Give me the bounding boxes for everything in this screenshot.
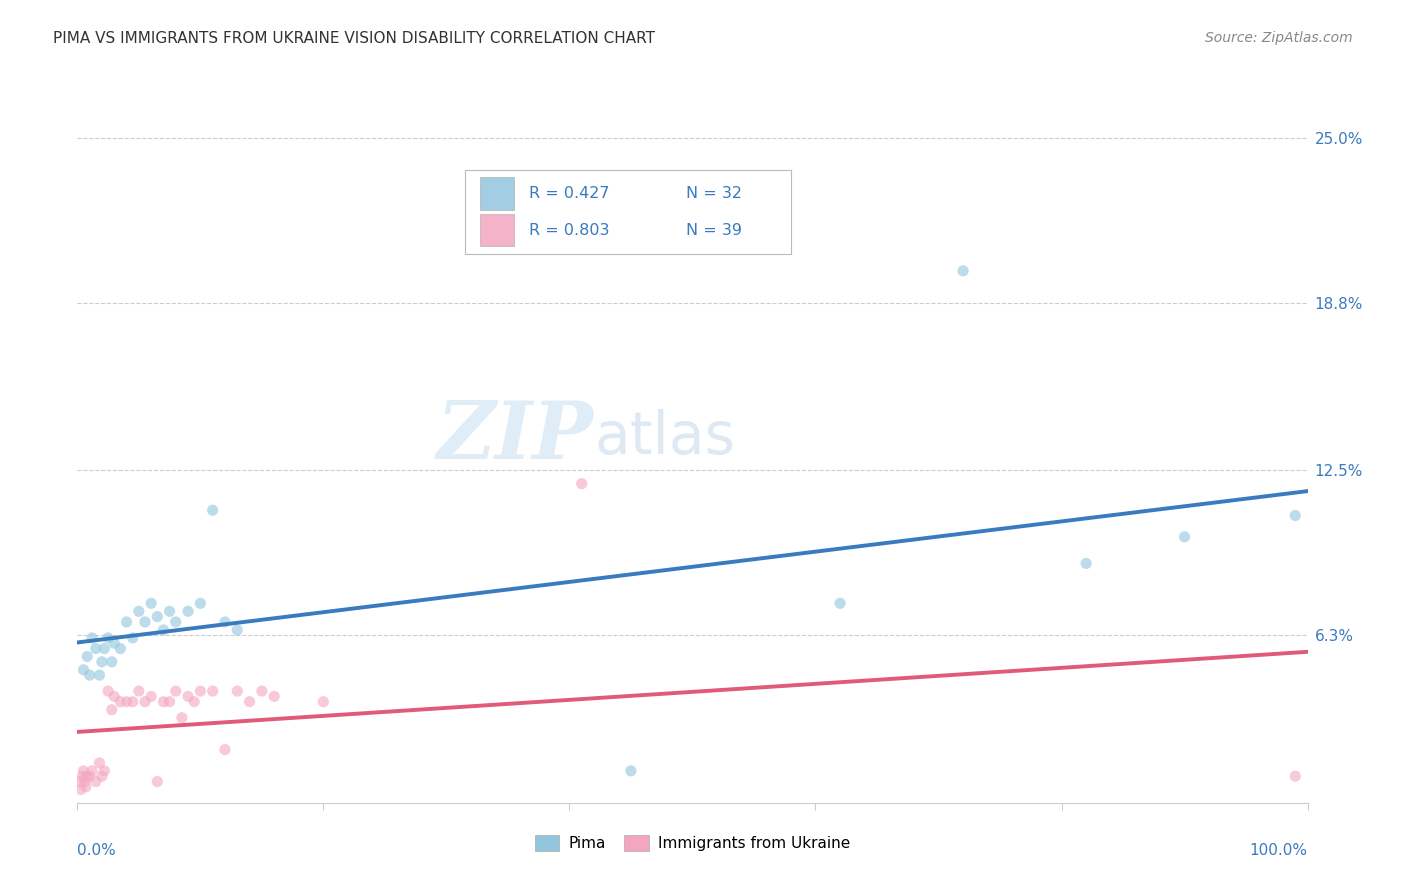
Point (79, 769, 101, 783)
Text: ZIP: ZIP (437, 399, 595, 475)
Point (89, 756, 111, 770)
Point (165, 684, 187, 698)
Point (75, 780, 97, 794)
Text: R = 0.427: R = 0.427 (529, 186, 609, 201)
Point (250, 684, 273, 698)
Point (70, 782, 93, 797)
Point (101, 703, 124, 717)
Point (69, 774, 91, 789)
FancyBboxPatch shape (479, 214, 515, 246)
Point (146, 774, 169, 789)
Point (101, 655, 124, 669)
FancyBboxPatch shape (479, 178, 515, 210)
Text: 0.0%: 0.0% (77, 843, 117, 858)
Point (103, 636, 125, 650)
Point (226, 684, 249, 698)
Point (82, 764, 104, 778)
Point (263, 690, 285, 704)
Point (90, 655, 114, 669)
Point (115, 615, 138, 629)
Point (170, 711, 193, 725)
Legend: Pima, Immigrants from Ukraine: Pima, Immigrants from Ukraine (529, 830, 856, 857)
Point (214, 615, 236, 629)
Point (115, 695, 138, 709)
Point (82, 631, 104, 645)
Point (239, 695, 262, 709)
Point (188, 684, 212, 698)
Point (830, 596, 852, 610)
Point (128, 604, 150, 618)
Point (72, 663, 94, 677)
Text: N = 39: N = 39 (686, 223, 742, 237)
Point (226, 623, 249, 637)
Point (141, 690, 163, 704)
Point (1076, 557, 1098, 571)
Point (89, 668, 111, 682)
Point (103, 690, 125, 704)
Point (79, 668, 101, 682)
Point (1284, 508, 1306, 523)
Point (76, 649, 98, 664)
Point (93, 764, 115, 778)
Point (146, 609, 169, 624)
Point (84, 641, 107, 656)
Point (70, 769, 93, 783)
Point (214, 742, 236, 756)
Point (165, 615, 187, 629)
Point (201, 684, 224, 698)
Point (72, 764, 94, 778)
Point (76, 769, 98, 783)
Point (134, 615, 156, 629)
Point (121, 695, 143, 709)
Point (84, 774, 107, 789)
Point (201, 503, 224, 517)
Text: R = 0.803: R = 0.803 (529, 223, 609, 237)
Point (152, 695, 174, 709)
Point (97, 684, 120, 698)
Point (141, 596, 163, 610)
Point (159, 604, 181, 618)
Point (952, 264, 974, 278)
Point (177, 690, 200, 704)
FancyBboxPatch shape (465, 170, 792, 254)
Text: 100.0%: 100.0% (1250, 843, 1308, 858)
Text: PIMA VS IMMIGRANTS FROM UKRAINE VISION DISABILITY CORRELATION CHART: PIMA VS IMMIGRANTS FROM UKRAINE VISION D… (53, 31, 655, 46)
Point (110, 695, 132, 709)
Point (93, 641, 115, 656)
Point (183, 695, 205, 709)
Point (159, 695, 181, 709)
Text: atlas: atlas (595, 409, 735, 466)
Point (177, 604, 200, 618)
Point (97, 631, 120, 645)
Point (312, 695, 335, 709)
Point (110, 641, 132, 656)
Point (571, 476, 593, 491)
Point (134, 695, 156, 709)
Point (152, 623, 174, 637)
Text: N = 32: N = 32 (686, 186, 742, 201)
Point (90, 769, 114, 783)
Text: Source: ZipAtlas.com: Source: ZipAtlas.com (1205, 31, 1353, 45)
Point (73, 774, 96, 789)
Point (188, 596, 212, 610)
Point (121, 631, 143, 645)
Point (1174, 530, 1197, 544)
Point (1284, 769, 1306, 783)
Point (128, 684, 150, 698)
Point (620, 764, 643, 778)
